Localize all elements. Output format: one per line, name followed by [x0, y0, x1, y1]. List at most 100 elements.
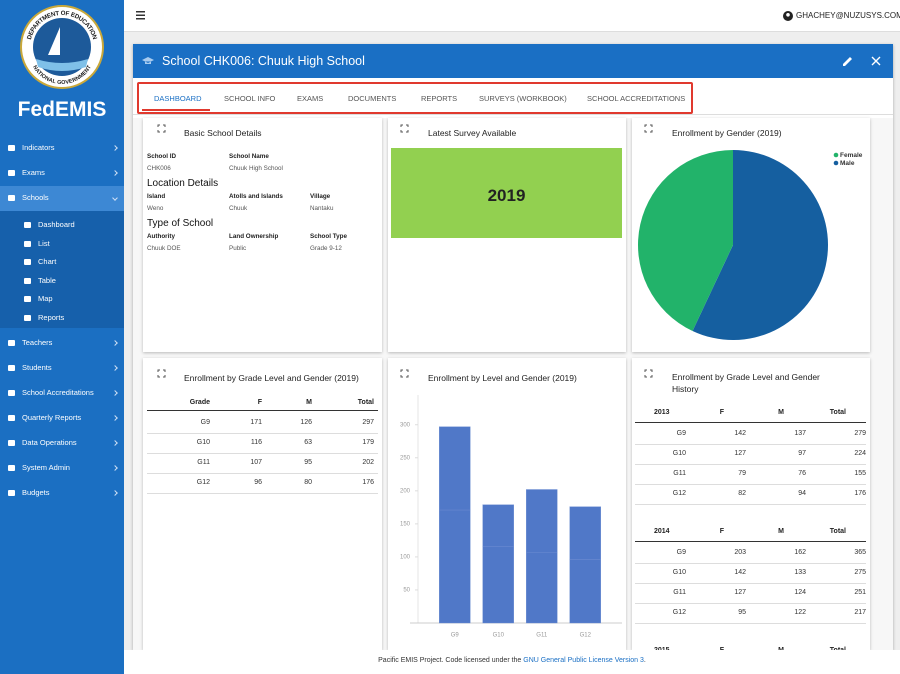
row-line: [635, 484, 866, 485]
table-header: F: [257, 399, 262, 406]
expand-icon[interactable]: [644, 124, 653, 133]
submenu-item[interactable]: Map: [38, 294, 53, 303]
menu-item[interactable]: School Accreditations: [22, 388, 94, 397]
table-cell: 179: [362, 439, 374, 446]
submenu-icon: [24, 222, 31, 228]
expand-icon[interactable]: [157, 124, 166, 133]
expand: [400, 124, 409, 133]
pencil: [843, 57, 852, 66]
tab[interactable]: SURVEYS (WORKBOOK): [479, 94, 567, 103]
edit-button[interactable]: [843, 56, 853, 66]
table-header-line: [147, 410, 378, 411]
row-line: [635, 583, 866, 584]
menu-item[interactable]: Quarterly Reports: [22, 413, 82, 422]
table-cell: 63: [304, 439, 312, 446]
tab[interactable]: EXAMS: [297, 94, 324, 103]
submenu-item[interactable]: List: [38, 238, 50, 248]
field-value: Nantaku: [310, 205, 334, 212]
menu-item[interactable]: Data Operations: [22, 438, 77, 447]
table-cell: G12: [672, 609, 686, 616]
chevron: [112, 440, 118, 446]
table-header-line: [635, 541, 866, 542]
tab[interactable]: SCHOOL ACCREDITATIONS: [587, 94, 686, 103]
expand-icon[interactable]: [157, 369, 166, 378]
table-header: Total: [829, 528, 846, 535]
menu-item[interactable]: System Admin: [22, 463, 70, 472]
submenu-item[interactable]: Table: [38, 275, 56, 285]
table-cell: 82: [738, 490, 746, 497]
legend-dot: [833, 152, 839, 158]
tab[interactable]: DASHBOARD: [154, 94, 202, 103]
menu-item[interactable]: Teachers: [22, 338, 53, 347]
menu-item[interactable]: Indicators: [22, 143, 55, 152]
tab[interactable]: DOCUMENTS: [348, 94, 397, 103]
menu-item[interactable]: Schools: [22, 193, 49, 202]
table-cell: G10: [672, 450, 686, 457]
year-header: 2013: [654, 409, 670, 416]
menu-item[interactable]: Budgets: [22, 488, 50, 497]
table-cell: 122: [794, 609, 806, 616]
close-button[interactable]: [871, 56, 881, 66]
menu-icon: [8, 365, 15, 371]
submenu-icon: [24, 277, 31, 284]
table-cell: G9: [676, 549, 686, 556]
submenu-icon: [24, 259, 31, 265]
submenu-item[interactable]: Chart: [38, 257, 57, 266]
user-icon: [783, 11, 793, 21]
tab[interactable]: SCHOOL INFO: [224, 94, 276, 103]
table-cell: G11: [673, 589, 686, 596]
table-header: Grade: [189, 399, 210, 406]
menu-item[interactable]: Exams: [22, 168, 45, 177]
table-cell: 176: [854, 490, 866, 497]
footer-link[interactable]: GNU General Public License Version 3: [523, 657, 644, 664]
table-cell: 127: [734, 450, 746, 457]
card-title: Enrollment by Grade Level and Gender (20…: [184, 373, 359, 383]
table-header: Total: [829, 409, 846, 416]
user-head: [786, 13, 790, 17]
menu-icon: [8, 465, 15, 471]
table-cell: 202: [362, 459, 374, 466]
table-header: F: [719, 409, 724, 416]
menu-icon: [8, 390, 15, 396]
table-header: F: [719, 528, 724, 535]
table-cell: 80: [304, 479, 312, 486]
table-cell: 127: [734, 589, 746, 596]
logo-inner: [33, 18, 91, 76]
submenu-item[interactable]: Dashboard: [38, 220, 75, 229]
field-value: Public: [229, 245, 247, 252]
expand: [644, 369, 653, 378]
table-cell: 96: [254, 479, 262, 486]
table-cell: 217: [854, 609, 866, 616]
legend-label: Female: [840, 152, 863, 159]
table-header: M: [306, 399, 312, 406]
table-cell: 133: [794, 569, 806, 576]
survey-year: 2019: [487, 186, 526, 205]
row-line: [635, 444, 866, 445]
pie-slice: [692, 150, 828, 340]
card: Enrollment by Grade Level and Gender His…: [632, 358, 870, 650]
legend-dot: [833, 160, 839, 166]
table-header-line: [635, 422, 866, 423]
card-title: Basic School Details: [184, 128, 262, 138]
row-line: [635, 563, 866, 564]
tabs-divider: [133, 114, 893, 115]
expand-icon[interactable]: [400, 124, 409, 133]
tab[interactable]: REPORTS: [421, 94, 458, 103]
logo-sail: [48, 27, 60, 55]
expand-icon[interactable]: [400, 369, 409, 378]
card: Enrollment by Level and Gender (2019): [388, 358, 626, 650]
expand: [157, 369, 166, 378]
menu-button[interactable]: [136, 11, 146, 20]
hamburger-bar: [136, 11, 145, 13]
menu-item[interactable]: Students: [22, 363, 52, 372]
row-line: [635, 464, 866, 465]
submenu-icon: [24, 296, 31, 302]
submenu-item[interactable]: Reports: [38, 312, 65, 322]
table-cell: 297: [362, 419, 374, 426]
menu-icon: [8, 170, 15, 176]
row-line: [147, 473, 378, 474]
expand-icon[interactable]: [644, 369, 653, 378]
user-name[interactable]: GHACHEY@NUZUSYS.COM: [796, 11, 900, 20]
chevron: [112, 340, 118, 346]
